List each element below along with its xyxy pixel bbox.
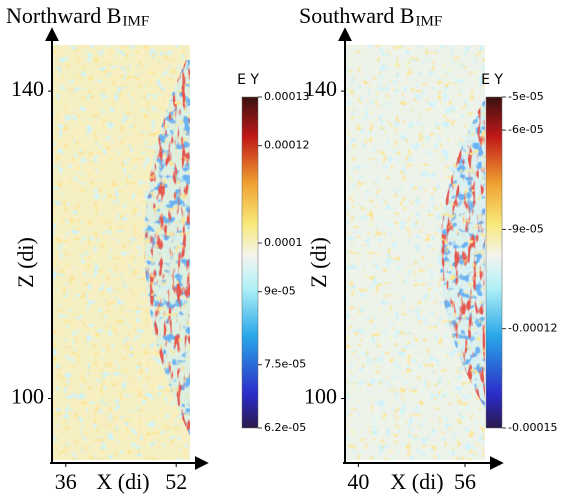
x-tick-label: 56 <box>454 469 476 494</box>
colorbar <box>485 96 503 429</box>
y-axis-label: Z (di) <box>13 237 38 288</box>
y-tick-label: 140 <box>11 76 44 101</box>
y-tick-label: 100 <box>304 384 337 409</box>
x-tick-label: 52 <box>165 469 187 494</box>
colorbar-tick-label: -5e-05 <box>508 90 544 103</box>
title-subscript: IMF <box>122 13 149 29</box>
x-axis-label: X (di) <box>96 469 149 494</box>
field <box>52 45 190 460</box>
panel: 36 52 100 140 X (di) Z (di) Northward B IMF E Y 0… <box>6 3 310 494</box>
field <box>345 45 485 460</box>
colorbar-tick-label: 0.00013 <box>264 90 310 103</box>
y-tick-label: 140 <box>304 76 337 101</box>
colorbar <box>241 96 259 429</box>
colorbar-tick-label: 9e-05 <box>264 285 296 298</box>
x-axis-label: X (di) <box>390 469 443 494</box>
title: Northward B <box>6 3 121 28</box>
colorbar-label: E Y <box>481 72 503 88</box>
colorbar-tick-label: 0.0001 <box>264 236 303 249</box>
title-subscript: IMF <box>416 13 443 29</box>
x-tick-label: 36 <box>55 469 77 494</box>
colorbar-tick-label: -0.00012 <box>508 322 557 335</box>
y-axis-label: Z (di) <box>306 237 331 288</box>
colorbar-label: E Y <box>237 72 259 88</box>
colorbar-tick-label: -6e-05 <box>508 123 544 136</box>
colorbar-tick-label: 6.2e-05 <box>264 421 306 434</box>
colorbar-tick-label: -0.00015 <box>508 421 557 434</box>
title: Southward B <box>299 3 415 28</box>
y-tick-label: 100 <box>11 384 44 409</box>
colorbar-tick-label: 7.5e-05 <box>264 358 306 371</box>
colorbar-tick-label: 0.00012 <box>264 139 310 152</box>
x-tick-label: 40 <box>347 469 369 494</box>
colorbar-tick-label: -9e-05 <box>508 222 544 235</box>
